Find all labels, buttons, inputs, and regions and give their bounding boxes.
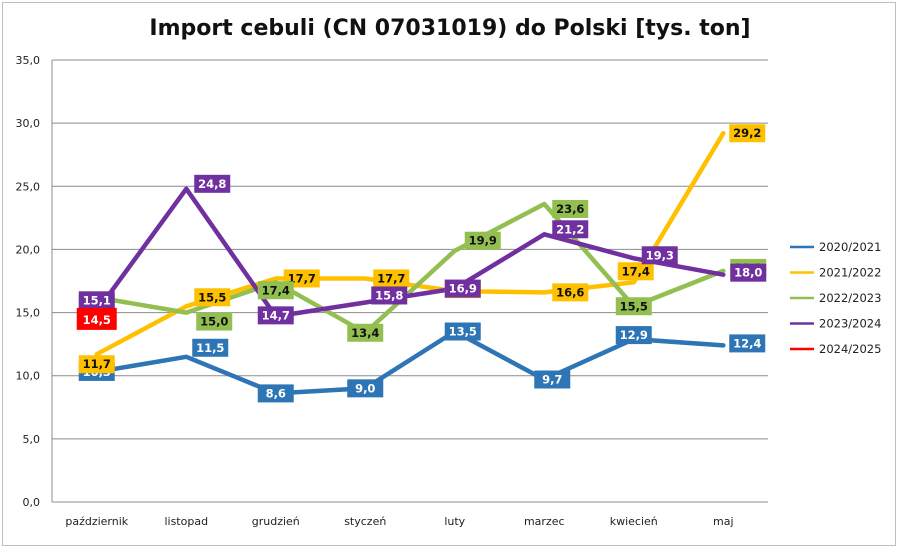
- data-label-box: [347, 323, 384, 342]
- data-label: 8,6: [266, 386, 286, 400]
- data-label: 12,9: [620, 328, 648, 342]
- data-label-box: [257, 306, 294, 325]
- data-label: 16,6: [556, 285, 584, 299]
- data-label: 9,7: [542, 373, 562, 387]
- data-label: 15,8: [375, 288, 403, 302]
- data-label: 21,2: [556, 222, 584, 236]
- data-label-box: [196, 312, 233, 331]
- data-label: 24,8: [198, 177, 226, 191]
- legend-label: 2023/2024: [819, 317, 881, 331]
- data-label-box: [552, 220, 589, 239]
- data-label-box: [192, 338, 229, 357]
- x-tick-label: październik: [65, 515, 128, 528]
- data-label: 11,5: [196, 341, 224, 355]
- data-label: 14,5: [83, 313, 111, 327]
- y-tick-label: 5,0: [23, 433, 41, 446]
- y-tick-label: 0,0: [23, 496, 41, 509]
- legend: 2020/2021 2021/2022 2022/2023 2023/2024 2024…: [790, 240, 881, 356]
- data-label: 23,6: [556, 202, 584, 216]
- data-label: 15,5: [198, 290, 226, 304]
- data-label-box: [194, 174, 231, 193]
- data-label: 17,4: [262, 283, 290, 297]
- data-label-box: [194, 288, 231, 307]
- data-label: 13,5: [449, 325, 477, 339]
- x-tick-label: kwiecień: [610, 515, 658, 528]
- data-label-box: [615, 297, 652, 316]
- data-label: 19,9: [469, 234, 497, 248]
- y-tick-label: 15,0: [16, 307, 41, 320]
- data-label-box: [615, 326, 652, 345]
- data-label: 17,7: [377, 271, 405, 285]
- data-label-box: [617, 262, 654, 281]
- x-tick-label: maj: [713, 515, 734, 528]
- data-label: 15,5: [620, 299, 648, 313]
- data-label-box: [464, 231, 501, 250]
- series-line: [94, 130, 726, 357]
- y-tick-label: 30,0: [16, 117, 41, 130]
- data-label-box: [444, 322, 481, 341]
- series-line: [94, 186, 726, 319]
- data-label-box: [78, 355, 115, 374]
- data-label-box: [729, 124, 766, 143]
- y-tick-label: 20,0: [16, 243, 41, 256]
- data-label-box: [730, 263, 767, 282]
- data-label: 19,3: [646, 248, 674, 262]
- data-label-box: [78, 291, 115, 310]
- data-label: 16,9: [449, 282, 477, 296]
- data-label-box: [552, 283, 589, 302]
- legend-label: 2021/2022: [819, 266, 881, 280]
- data-label: 14,7: [262, 308, 290, 322]
- data-label: 13,4: [351, 326, 379, 340]
- data-label-box: [729, 334, 766, 353]
- data-label: 15,0: [200, 315, 228, 329]
- data-label: 18,0: [734, 266, 762, 280]
- chart-title: Import cebuli (CN 07031019) do Polski [t…: [149, 16, 751, 41]
- data-label-box: [257, 384, 294, 403]
- data-label: 15,1: [83, 293, 111, 307]
- legend-label: 2022/2023: [819, 291, 881, 305]
- legend-label: 2024/2025: [819, 342, 881, 356]
- x-tick-label: grudzień: [252, 515, 300, 528]
- x-tick-label: listopad: [164, 515, 208, 528]
- series-line: [94, 201, 726, 336]
- legend-label: 2020/2021: [819, 240, 881, 254]
- gridlines: [52, 59, 768, 503]
- x-tick-label: styczeń: [344, 515, 386, 528]
- axes: 0,0 5,0 10,0 15,0 20,0 25,0 30,0 35,0 październi…: [16, 54, 768, 528]
- data-label-box: [552, 199, 589, 218]
- data-label-box: [373, 269, 410, 288]
- data-label: 11,7: [83, 357, 111, 371]
- data-label: 17,7: [288, 271, 316, 285]
- data-label-box: [257, 281, 294, 300]
- x-tick-label: luty: [444, 515, 465, 528]
- data-label: 17,4: [622, 264, 650, 278]
- data-label-box: [76, 307, 117, 330]
- data-label-box: [534, 370, 571, 389]
- data-label-box: [641, 246, 678, 265]
- data-label-box: [371, 286, 408, 305]
- data-label: 29,2: [733, 126, 761, 140]
- data-label: 12,4: [733, 336, 761, 350]
- series-line: [94, 329, 726, 396]
- data-label-box: [347, 379, 384, 398]
- x-tick-label: marzec: [524, 515, 565, 528]
- data-label: 9,0: [355, 381, 375, 395]
- data-labels: 10,311,58,69,013,59,712,912,411,715,517,…: [76, 124, 767, 403]
- y-tick-label: 25,0: [16, 180, 41, 193]
- y-tick-label: 10,0: [16, 370, 41, 383]
- y-tick-label: 35,0: [16, 54, 41, 67]
- data-label-box: [444, 279, 481, 298]
